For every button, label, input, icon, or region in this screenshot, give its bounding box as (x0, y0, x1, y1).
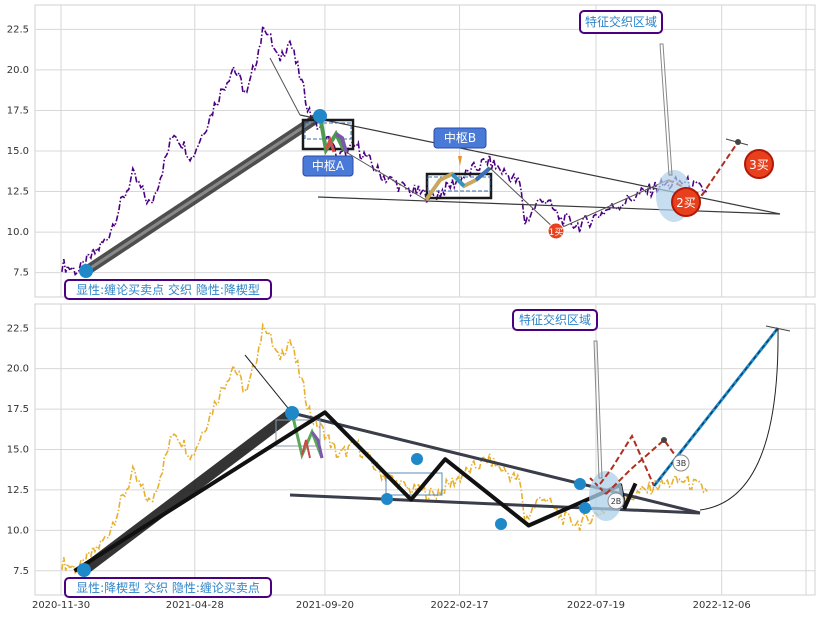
top-zhongshu-a-purple-segment (334, 132, 348, 153)
top-y-tick-label: 7.5 (13, 268, 29, 279)
bottom-note-box (64, 577, 272, 598)
top-note-label: 显性:缠论买卖点 交织 隐性:降楔型 (76, 282, 260, 297)
bottom-forecast-blue-dashed (653, 327, 779, 487)
bottom-feature-zone-pointer (593, 340, 603, 479)
bottom-node-5 (495, 518, 507, 530)
bottom-node-7 (579, 502, 591, 514)
bottom-feature-zone-label: 特征交织区域 (519, 312, 591, 327)
bottom-3b-label: 3B (676, 459, 687, 468)
bottom-y-tick-labels: 7.5 10.0 12.5 15.0 17.5 20.0 22.5 (7, 323, 29, 577)
top-zhongshu-a-inner (304, 122, 352, 140)
bottom-thin-down-stroke (244, 354, 293, 414)
top-zhongshu-a-red-segment (324, 135, 336, 153)
bottom-x-tick-label: 2022-02-17 (430, 600, 488, 611)
bottom-2b-marker (607, 492, 625, 510)
top-zhongshu-b-label: 中枢B (444, 130, 476, 145)
top-buy2-label: 2买 (676, 196, 696, 210)
top-note-box (64, 279, 272, 300)
bottom-3b-marker (672, 454, 690, 472)
bottom-y-tick-label: 10.0 (7, 525, 29, 536)
top-buy1-label: 1买 (549, 227, 564, 238)
top-node-start (79, 264, 93, 278)
top-zhongshu-b-blue-segment (450, 172, 466, 188)
bottom-forecast-red-short (589, 477, 607, 495)
top-panel: 7.5 10.0 12.5 15.0 17.5 20.0 22.5 (7, 4, 816, 300)
bottom-node-1 (77, 563, 91, 577)
top-y-tick-label: 17.5 (7, 105, 29, 116)
bottom-y-tick-label: 20.0 (7, 364, 29, 375)
top-zhongshu-b-tag (433, 127, 487, 149)
top-node-peak (313, 109, 327, 123)
bottom-grid (35, 304, 815, 595)
top-zhongshu-b-box (425, 172, 493, 200)
top-y-tick-label: 10.0 (7, 227, 29, 238)
top-feature-zone-pointer (659, 43, 673, 176)
bottom-zhongshu-a-purple-segment (310, 431, 324, 459)
top-wedge-lower-line (317, 196, 781, 215)
top-buy2-marker (671, 187, 701, 217)
bottom-node-2 (285, 406, 299, 420)
bottom-wedge-upper-line (291, 411, 701, 515)
top-main-up-stroke-inner (84, 114, 322, 273)
top-buy3-label: 3买 (749, 158, 769, 172)
top-zhongshu-b-blue2-segment (474, 166, 492, 182)
bottom-y-tick-label: 22.5 (7, 323, 29, 334)
bottom-zhongshu-a-red-segment (301, 439, 311, 459)
bottom-y-tick-label: 15.0 (7, 445, 29, 456)
top-zhongshu-a-tag (302, 155, 354, 177)
bottom-panel: 7.510.012.515.017.520.022.5 2020-11-30 20… (7, 303, 816, 611)
bottom-node-3 (381, 493, 393, 505)
top-y-tick-label: 20.0 (7, 65, 29, 76)
top-feature-zone-box (579, 10, 663, 34)
top-forecast-end-dot (735, 139, 741, 145)
bottom-forecast-dot (661, 437, 667, 443)
bottom-price-line (61, 321, 708, 575)
bottom-y-tick-label: 17.5 (7, 404, 29, 415)
bottom-x-tick-label: 2022-07-19 (567, 600, 625, 611)
bottom-node-6 (574, 478, 586, 490)
bottom-x-tick-label: 2021-04-28 (166, 600, 224, 611)
top-stroke-a-to-b (345, 151, 427, 201)
bottom-forecast-arrowhead (765, 325, 791, 332)
top-y-tick-labels: 7.5 10.0 12.5 15.0 17.5 20.0 22.5 (7, 24, 29, 278)
bottom-note-label: 显性:降楔型 交织 隐性:缠论买卖点 (76, 580, 260, 595)
bottom-2b-label: 2B (611, 497, 622, 506)
bottom-x-tick-label: 2021-09-20 (296, 600, 354, 611)
bottom-x-tick-labels: 2020-11-30 2021-04-28 2021-09-20 2022-02-17… (32, 600, 751, 611)
bottom-y-tick-label: 12.5 (7, 485, 29, 496)
top-zhongshu-b-pointer (458, 156, 462, 166)
top-buy1-marker (547, 222, 565, 240)
bottom-feature-zone-box (512, 309, 598, 331)
bottom-forecast-curve (699, 327, 779, 511)
top-feature-zone-label: 特征交织区域 (585, 14, 657, 29)
bottom-node-4 (411, 453, 423, 465)
bottom-zhongshu-a-box (275, 419, 321, 447)
bottom-wedge-lower-line (289, 493, 701, 515)
bottom-forecast-red-dashed (599, 433, 655, 487)
bottom-forecast-red-dashed-2 (605, 438, 681, 495)
bottom-x-tick-label: 2022-12-06 (693, 600, 751, 611)
top-thin-down-stroke (269, 57, 301, 116)
top-y-tick-label: 12.5 (7, 187, 29, 198)
bottom-y-tick-label: 7.5 (13, 566, 29, 577)
top-zhongshu-b-inner (427, 176, 491, 192)
top-zhongshu-a-label: 中枢A (312, 158, 345, 173)
bottom-x-tick-label: 2020-11-30 (32, 600, 90, 611)
top-y-tick-label: 15.0 (7, 146, 29, 157)
top-buy3-marker (744, 149, 774, 179)
top-y-tick-label: 22.5 (7, 24, 29, 35)
